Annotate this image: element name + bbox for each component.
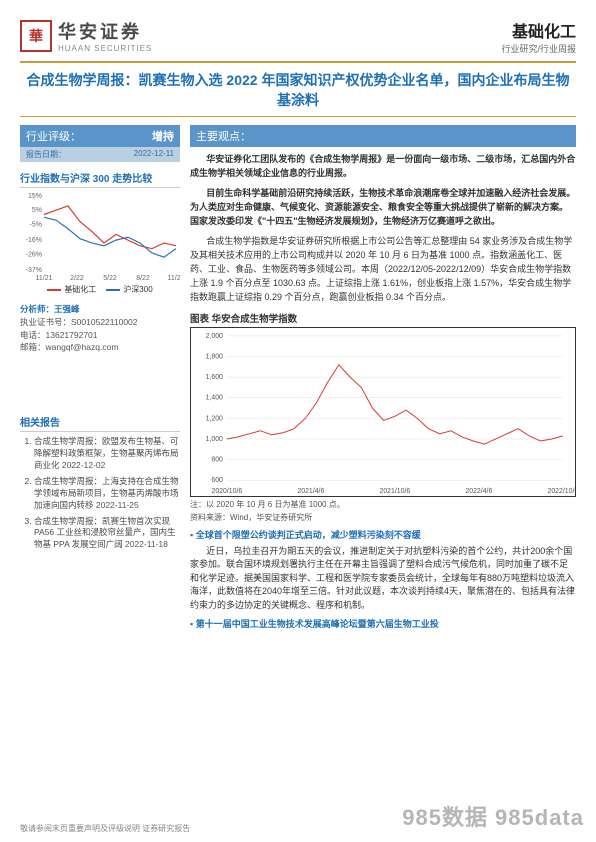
rating-bar: 行业评级： 增持 [20, 125, 180, 147]
phone-label: 电话： [20, 330, 46, 340]
report-date-label: 报告日期： [26, 149, 66, 160]
legend-swatch [47, 289, 61, 291]
svg-text:800: 800 [211, 456, 223, 463]
svg-text:-37%: -37% [26, 267, 42, 274]
legend-swatch [106, 289, 120, 291]
logo-block: 華 华安证券 HUAAN SECURITIES [20, 18, 152, 53]
svg-text:1,800: 1,800 [206, 353, 223, 360]
svg-text:11/21: 11/21 [36, 275, 53, 282]
related-report-item: 合成生物学周报：欧盟发布生物基、可降解塑料政策框架，生物基聚丙烯布局商业化 20… [34, 436, 180, 472]
paragraph-1: 华安证券化工团队发布的《合成生物学周报》是一份面向一级市场、二级市场，汇总国内外… [190, 153, 576, 181]
logo-en: HUAAN SECURITIES [58, 44, 152, 53]
page-footer: 敬请参阅末页重要声明及评级说明 证券研究报告 [20, 823, 190, 834]
bullet-item: ▪ 第十一届中国工业生物技术发展高峰论坛暨第六届生物工业投 [190, 618, 576, 632]
paragraph-2: 目前生命科学基础前沿研究持续活跃，生物技术革命浪潮席卷全球并加速融入经济社会发展… [190, 187, 576, 229]
main-section-title: 主要观点： [190, 125, 576, 147]
report-date: 2022-12-11 [134, 149, 174, 160]
svg-text:2/22: 2/22 [70, 275, 84, 282]
index-compare-chart: 15% 5% -5% -16% -26% -37%11/21 2/22 5/22 8/22 11/… [20, 192, 180, 282]
watermark: 985数据 985data [402, 800, 584, 832]
svg-text:15%: 15% [28, 193, 42, 200]
legend-label: 基础化工 [64, 284, 96, 295]
svg-text:5/22: 5/22 [103, 275, 117, 282]
header-doc-type: 行业研究/行业周报 [501, 42, 576, 55]
svg-text:-26%: -26% [26, 252, 42, 259]
paragraph-3: 合成生物学指数是华安证券研究所根据上市公司公告等汇总整理由 54 家业务涉及合成… [190, 235, 576, 305]
license-label: 执业证书号： [20, 317, 71, 327]
left-column: 行业评级： 增持 报告日期： 2022-12-11 行业指数与沪深 300 走势… [20, 125, 180, 632]
chart-note-1: 注：以 2020 年 10 月 6 日为基准 1000 点。 [190, 500, 576, 510]
header-sector: 基础化工 [501, 18, 576, 42]
bullet-headline: ▪ 第十一届中国工业生物技术发展高峰论坛暨第六届生物工业投 [190, 618, 576, 632]
svg-text:2021/10/6: 2021/10/6 [379, 488, 410, 495]
rating-label: 行业评级： [26, 128, 81, 144]
page-header: 華 华安证券 HUAAN SECURITIES 基础化工 行业研究/行业周报 [20, 18, 576, 63]
main-index-chart: 600 800 1,000 1,200 1,400 1,600 1,800 2,000 2020… [190, 327, 576, 497]
svg-text:2021/4/6: 2021/4/6 [297, 488, 324, 495]
doc-title: 合成生物学周报：凯赛生物入选 2022 年国家知识产权优势企业名单，国内企业布局… [20, 71, 576, 110]
analyst-name: 分析师：王强峰 [20, 303, 180, 316]
rating-value: 增持 [152, 128, 174, 144]
related-report-item: 合成生物学周报：上海支持在合成生物学领域布局新项目，生物基丙烯酸市场加速向国内转… [34, 476, 180, 512]
license: S0010522110002 [71, 317, 138, 327]
svg-text:2022/10/6: 2022/10/6 [547, 488, 575, 495]
related-reports-list: 合成生物学周报：欧盟发布生物基、可降解塑料政策框架，生物基聚丙烯布局商业化 20… [20, 436, 180, 551]
mini-chart-legend: 基础化工 沪深300 [20, 284, 180, 295]
svg-text:-16%: -16% [26, 237, 42, 244]
svg-text:2022/4/6: 2022/4/6 [465, 488, 492, 495]
related-reports-title: 相关报告 [20, 414, 180, 432]
legend-item: 沪深300 [106, 284, 152, 295]
svg-text:1,400: 1,400 [206, 394, 223, 401]
svg-text:2,000: 2,000 [206, 332, 223, 339]
index-compare-title: 行业指数与沪深 300 走势比较 [20, 170, 180, 188]
legend-item: 基础化工 [47, 284, 96, 295]
svg-text:600: 600 [211, 477, 223, 484]
title-block: 合成生物学周报：凯赛生物入选 2022 年国家知识产权优势企业名单，国内企业布局… [20, 71, 576, 117]
svg-text:1,000: 1,000 [206, 436, 223, 443]
figure-title: 图表 华安合成生物学指数 [190, 311, 576, 325]
logo-cn: 华安证券 [58, 18, 152, 44]
phone: 13621792701 [46, 330, 98, 340]
svg-text:8/22: 8/22 [136, 275, 150, 282]
chart-note-2: 资料来源：Wind，华安证券研究所 [190, 513, 576, 523]
email-label: 邮箱： [20, 342, 46, 352]
bullet-item: ▪ 全球首个限塑公约谈判正式启动，减少塑料污染刻不容缓近日，乌拉圭召开为期五天的… [190, 529, 576, 612]
svg-text:5%: 5% [32, 207, 42, 214]
analyst-block: 分析师：王强峰 执业证书号：S0010522110002 电话：13621792… [20, 303, 180, 354]
bullet-headline: ▪ 全球首个限塑公约谈判正式启动，减少塑料污染刻不容缓 [190, 529, 576, 543]
email: wangqf@hazq.com [46, 342, 119, 352]
svg-text:1,600: 1,600 [206, 374, 223, 381]
logo-icon: 華 [20, 20, 52, 52]
svg-text:-5%: -5% [30, 222, 42, 229]
svg-text:11/22: 11/22 [168, 275, 181, 282]
legend-label: 沪深300 [123, 284, 152, 295]
date-bar: 报告日期： 2022-12-11 [20, 147, 180, 162]
svg-text:1,200: 1,200 [206, 415, 223, 422]
right-column: 主要观点： 华安证券化工团队发布的《合成生物学周报》是一份面向一级市场、二级市场… [190, 125, 576, 632]
svg-text:2020/10/6: 2020/10/6 [211, 488, 242, 495]
related-report-item: 合成生物学周报：凯赛生物首次实现 PA56 工业丝和浸胶帘丝量产，国内生物基 P… [34, 516, 180, 552]
bullet-body: 近日，乌拉圭召开为期五天的会议，推进制定关于对抗塑料污染的首个公约，共计200余… [190, 545, 576, 613]
